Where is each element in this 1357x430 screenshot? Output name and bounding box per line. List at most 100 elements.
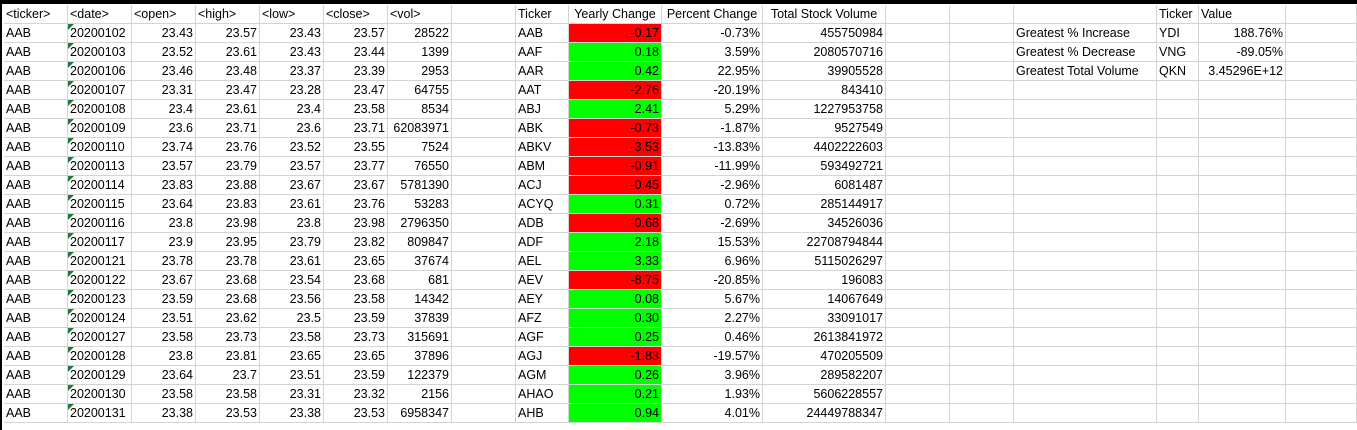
empty-cell[interactable] bbox=[1199, 309, 1286, 328]
greatest-ticker-cell[interactable]: QKN bbox=[1157, 62, 1199, 81]
empty-cell[interactable] bbox=[1286, 290, 1357, 309]
data-cell[interactable]: 28522 bbox=[388, 24, 452, 43]
empty-cell[interactable] bbox=[1286, 271, 1357, 290]
data-cell[interactable]: 23.64 bbox=[132, 366, 196, 385]
empty-cell[interactable] bbox=[886, 157, 950, 176]
date-cell[interactable]: 20200124 bbox=[68, 309, 132, 328]
empty-cell[interactable] bbox=[1286, 62, 1357, 81]
data-cell[interactable]: 23.58 bbox=[132, 385, 196, 404]
data-cell[interactable]: 23.61 bbox=[196, 100, 260, 119]
empty-cell[interactable] bbox=[1157, 81, 1199, 100]
yearly-change-cell[interactable]: -0.45 bbox=[569, 176, 662, 195]
data-cell[interactable]: 37674 bbox=[388, 252, 452, 271]
empty-cell[interactable] bbox=[452, 271, 516, 290]
data-cell[interactable]: 809847 bbox=[388, 233, 452, 252]
column-header-vol[interactable]: <vol> bbox=[388, 5, 452, 24]
data-cell[interactable]: 23.8 bbox=[132, 214, 196, 233]
data-cell[interactable]: 23.52 bbox=[260, 138, 324, 157]
data-cell[interactable]: 23.32 bbox=[324, 385, 388, 404]
empty-cell[interactable] bbox=[1014, 157, 1157, 176]
data-cell[interactable]: 23.68 bbox=[196, 290, 260, 309]
column-header-close[interactable]: <close> bbox=[324, 5, 388, 24]
data-cell[interactable]: 23.31 bbox=[260, 385, 324, 404]
data-cell[interactable]: 23.58 bbox=[260, 328, 324, 347]
data-cell[interactable]: 23.51 bbox=[260, 366, 324, 385]
ticker-cell[interactable]: AAB bbox=[4, 157, 68, 176]
data-cell[interactable]: 23.39 bbox=[324, 62, 388, 81]
date-cell[interactable]: 20200122 bbox=[68, 271, 132, 290]
data-cell[interactable]: 23.56 bbox=[260, 290, 324, 309]
summary-ticker-cell[interactable]: AAT bbox=[516, 81, 569, 100]
data-cell[interactable]: 23.82 bbox=[324, 233, 388, 252]
empty-cell[interactable] bbox=[1199, 252, 1286, 271]
empty-cell[interactable] bbox=[1199, 328, 1286, 347]
yearly-change-cell[interactable]: 3.33 bbox=[569, 252, 662, 271]
date-cell[interactable]: 20200114 bbox=[68, 176, 132, 195]
data-cell[interactable]: 23.67 bbox=[260, 176, 324, 195]
empty-cell[interactable] bbox=[950, 214, 1014, 233]
yearly-change-cell[interactable]: -0.68 bbox=[569, 214, 662, 233]
yearly-change-cell[interactable]: -3.53 bbox=[569, 138, 662, 157]
empty-cell[interactable] bbox=[950, 176, 1014, 195]
data-cell[interactable]: 23.73 bbox=[324, 328, 388, 347]
percent-change-cell[interactable]: -2.69% bbox=[662, 214, 763, 233]
data-cell[interactable]: 7524 bbox=[388, 138, 452, 157]
empty-cell[interactable] bbox=[1199, 176, 1286, 195]
column-header-date[interactable]: <date> bbox=[68, 5, 132, 24]
empty-cell[interactable] bbox=[950, 252, 1014, 271]
yearly-change-cell[interactable]: 0.25 bbox=[569, 328, 662, 347]
empty-cell[interactable] bbox=[1199, 195, 1286, 214]
total-volume-cell[interactable]: 5606228557 bbox=[763, 385, 886, 404]
empty-cell[interactable] bbox=[452, 62, 516, 81]
empty-cell[interactable] bbox=[452, 24, 516, 43]
greatest-header-0[interactable]: Ticker bbox=[1157, 5, 1199, 24]
empty-cell[interactable] bbox=[1286, 252, 1357, 271]
percent-change-cell[interactable]: -1.87% bbox=[662, 119, 763, 138]
ticker-cell[interactable]: AAB bbox=[4, 24, 68, 43]
percent-change-cell[interactable]: -20.19% bbox=[662, 81, 763, 100]
empty-cell[interactable] bbox=[452, 157, 516, 176]
empty-cell[interactable] bbox=[452, 195, 516, 214]
empty-cell[interactable] bbox=[950, 385, 1014, 404]
empty-cell[interactable] bbox=[1014, 81, 1157, 100]
total-volume-cell[interactable]: 289582207 bbox=[763, 366, 886, 385]
empty-cell[interactable] bbox=[1014, 176, 1157, 195]
ticker-cell[interactable]: AAB bbox=[4, 233, 68, 252]
yearly-change-cell[interactable]: 2.41 bbox=[569, 100, 662, 119]
empty-cell[interactable] bbox=[1286, 366, 1357, 385]
summary-ticker-cell[interactable]: ABM bbox=[516, 157, 569, 176]
summary-header-0[interactable]: Ticker bbox=[516, 5, 569, 24]
data-cell[interactable]: 23.55 bbox=[324, 138, 388, 157]
data-cell[interactable]: 681 bbox=[388, 271, 452, 290]
empty-cell[interactable] bbox=[1286, 24, 1357, 43]
percent-change-cell[interactable]: -20.85% bbox=[662, 271, 763, 290]
yearly-change-cell[interactable]: 0.31 bbox=[569, 195, 662, 214]
empty-cell[interactable] bbox=[950, 62, 1014, 81]
greatest-ticker-cell[interactable]: VNG bbox=[1157, 43, 1199, 62]
data-cell[interactable]: 2953 bbox=[388, 62, 452, 81]
column-header-low[interactable]: <low> bbox=[260, 5, 324, 24]
percent-change-cell[interactable]: 1.93% bbox=[662, 385, 763, 404]
data-cell[interactable]: 23.28 bbox=[260, 81, 324, 100]
greatest-header-1[interactable]: Value bbox=[1199, 5, 1286, 24]
date-cell[interactable]: 20200123 bbox=[68, 290, 132, 309]
empty-cell[interactable] bbox=[886, 347, 950, 366]
empty-cell[interactable] bbox=[1199, 81, 1286, 100]
summary-ticker-cell[interactable]: AHAO bbox=[516, 385, 569, 404]
total-volume-cell[interactable]: 34526036 bbox=[763, 214, 886, 233]
empty-cell[interactable] bbox=[452, 290, 516, 309]
greatest-ticker-cell[interactable]: YDI bbox=[1157, 24, 1199, 43]
empty-cell[interactable] bbox=[886, 24, 950, 43]
empty-cell[interactable] bbox=[1286, 404, 1357, 423]
ticker-cell[interactable]: AAB bbox=[4, 366, 68, 385]
yearly-change-cell[interactable]: -1.83 bbox=[569, 347, 662, 366]
data-cell[interactable]: 23.57 bbox=[196, 24, 260, 43]
empty-cell[interactable] bbox=[1157, 385, 1199, 404]
yearly-change-cell[interactable]: 0.21 bbox=[569, 385, 662, 404]
summary-ticker-cell[interactable]: ACYQ bbox=[516, 195, 569, 214]
data-cell[interactable]: 23.58 bbox=[324, 290, 388, 309]
data-cell[interactable]: 23.77 bbox=[324, 157, 388, 176]
summary-ticker-cell[interactable]: AAF bbox=[516, 43, 569, 62]
empty-cell[interactable] bbox=[1286, 385, 1357, 404]
data-cell[interactable]: 2156 bbox=[388, 385, 452, 404]
